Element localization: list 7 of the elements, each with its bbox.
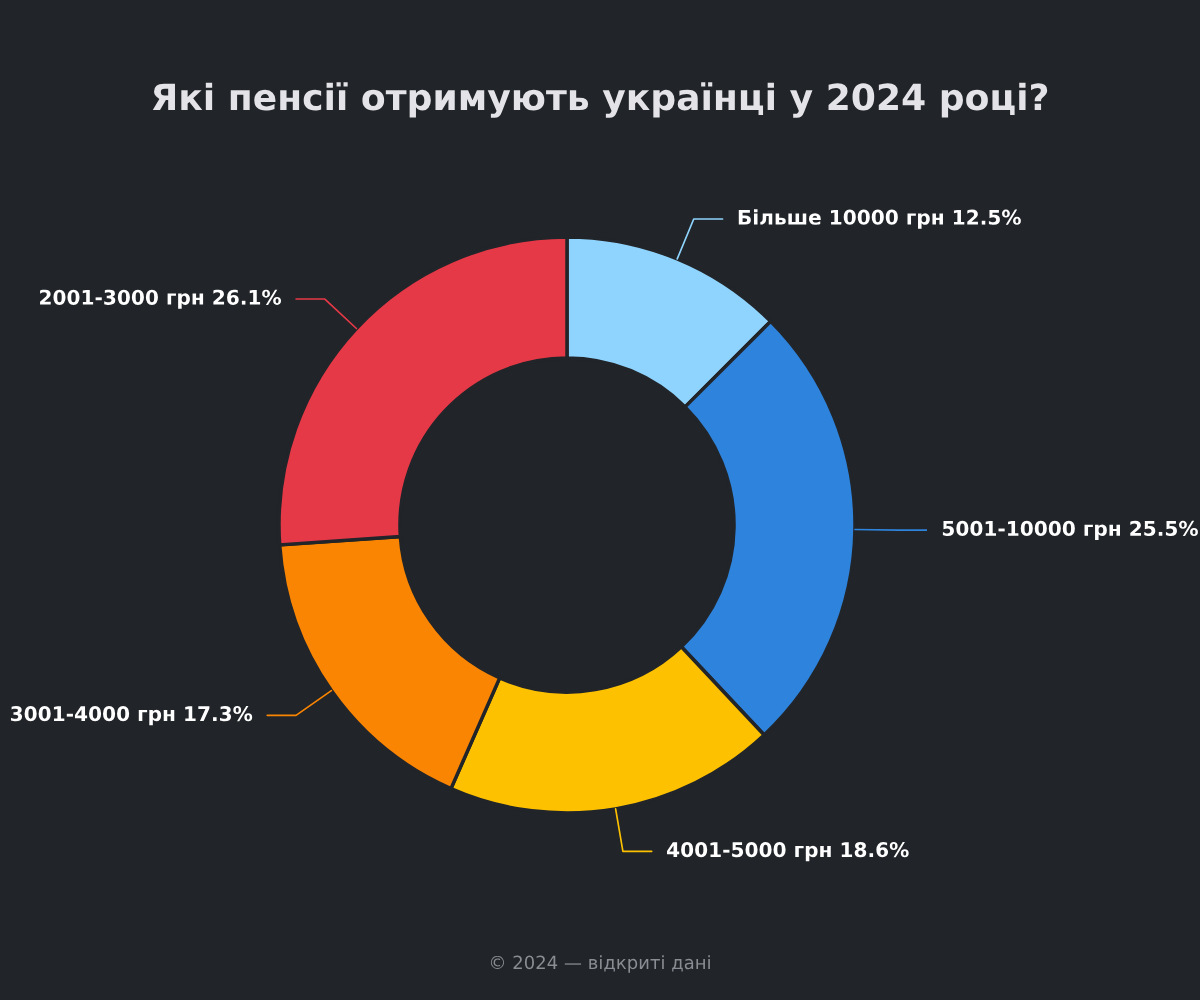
- slice-label: 2001-3000 грн 26.1%: [40, 289, 282, 309]
- slice-label: Більше 10000 грн 12.5%: [738, 209, 1021, 229]
- slice-label: 4001-5000 грн 18.6%: [667, 842, 909, 862]
- chart-title: Які пенсії отримують українці у 2024 році?: [152, 82, 1048, 118]
- text: © 2024 — відкриті дані: [490, 955, 710, 973]
- slice-label: 5001-10000 грн 25.5%: [942, 520, 1198, 540]
- slice-label: 3001-4000 грн 17.3%: [10, 706, 253, 726]
